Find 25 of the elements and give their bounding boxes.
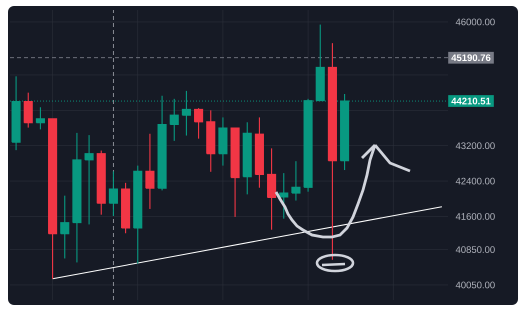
candlestick [72, 132, 82, 263]
candlestick [24, 92, 33, 128]
candlestick [108, 170, 118, 217]
y-tick-label: 46000.00 [456, 18, 495, 26]
candlestick [279, 172, 288, 220]
y-tick-label: 41600.00 [456, 213, 495, 220]
y-tick-label: 43200.00 [456, 142, 495, 150]
candlestick [254, 116, 264, 188]
ref-line-label: 44210.51 [451, 98, 491, 104]
y-tick-label: 40050.00 [456, 282, 495, 288]
candlestick [206, 110, 216, 172]
candlestick [291, 160, 300, 202]
y-tick-label: 42400.00 [456, 178, 495, 184]
candlestick [36, 106, 45, 130]
candlestick [242, 122, 252, 195]
ref-line-label: 45190.76 [451, 54, 490, 62]
candlestick [145, 133, 154, 210]
y-tick-label: 40850.00 [456, 246, 495, 253]
candlestick [218, 116, 228, 166]
candlestick [96, 150, 106, 216]
candlestick [60, 195, 70, 259]
candlestick [84, 134, 94, 225]
candlestick [267, 148, 276, 230]
candlestick [328, 42, 337, 260]
candlestick [133, 165, 142, 264]
